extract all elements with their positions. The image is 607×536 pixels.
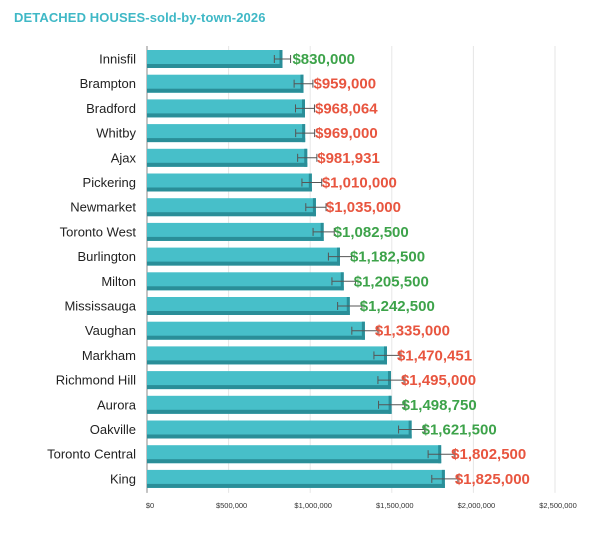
category-label: Oakville <box>90 422 136 437</box>
value-label: $1,182,500 <box>350 249 425 266</box>
x-tick-label: $500,000 <box>216 501 247 510</box>
value-label: $1,498,750 <box>402 397 477 414</box>
value-label: $1,495,000 <box>401 372 476 389</box>
value-label: $981,931 <box>317 150 380 167</box>
bar <box>147 222 324 241</box>
bar <box>147 198 316 217</box>
bar-shadow <box>147 88 304 93</box>
x-tick-label: $1,500,000 <box>376 501 414 510</box>
bar <box>147 321 365 340</box>
category-label: Markham <box>82 348 136 363</box>
bar-shadow <box>147 212 316 217</box>
bar-shadow <box>147 335 365 340</box>
category-label: Brampton <box>80 76 136 91</box>
value-label: $959,000 <box>314 76 377 93</box>
chart-title: DETACHED HOUSES-sold-by-town-2026 <box>14 10 266 25</box>
bar <box>147 445 442 464</box>
category-label: Newmarket <box>70 200 136 215</box>
bar-shadow <box>147 311 350 315</box>
category-label: Whitby <box>96 126 136 141</box>
bar-shadow <box>147 360 387 365</box>
category-label: Mississauga <box>64 299 136 314</box>
bar <box>147 124 306 143</box>
bar-shadow <box>147 434 412 439</box>
value-label: $969,000 <box>315 125 378 142</box>
x-tick-label: $2,000,000 <box>458 501 496 510</box>
bar-shadow <box>147 162 308 167</box>
category-label: Vaughan <box>85 323 136 338</box>
bar <box>147 346 387 365</box>
bar-shadow <box>147 385 391 390</box>
bar <box>147 371 391 390</box>
bar <box>147 297 350 315</box>
category-label: Toronto West <box>60 224 137 239</box>
category-label: Richmond Hill <box>56 373 136 388</box>
category-label: Burlington <box>77 249 136 264</box>
grid-layer <box>146 46 556 493</box>
bar <box>147 247 340 266</box>
category-label: Milton <box>101 274 136 289</box>
bar-shadow <box>147 459 442 464</box>
category-label: King <box>110 471 136 486</box>
bar-layer <box>147 50 459 488</box>
tick-layer: $0 $500,000 $1,000,000 $1,500,000 $2,000,000… <box>146 501 577 510</box>
category-label: Ajax <box>111 150 137 165</box>
bar <box>147 99 305 118</box>
category-label: Pickering <box>83 175 136 190</box>
bar <box>147 50 283 68</box>
bar-shadow <box>147 409 392 414</box>
bar-shadow <box>147 236 324 241</box>
value-label: $1,035,000 <box>326 199 401 216</box>
value-label: $1,010,000 <box>322 175 397 192</box>
bar <box>147 469 445 488</box>
value-label: $830,000 <box>292 51 355 68</box>
value-label: $1,242,500 <box>360 298 435 315</box>
bar <box>147 420 412 439</box>
bar-shadow <box>147 261 340 266</box>
bar-shadow <box>147 64 283 68</box>
value-label: $1,082,500 <box>334 224 409 241</box>
bar-shadow <box>147 138 306 143</box>
value-label: $968,064 <box>315 100 378 117</box>
x-tick-label: $0 <box>146 501 154 510</box>
value-label: $1,335,000 <box>375 323 450 340</box>
bar-shadow <box>147 113 305 118</box>
bar <box>147 148 308 167</box>
value-label: $1,825,000 <box>455 471 530 488</box>
label-layer: Innisfil $830,000 Brampton $959,000 Bradford… <box>47 51 530 488</box>
category-label: Bradford <box>86 101 136 116</box>
category-label: Toronto Central <box>47 447 136 462</box>
category-label: Innisfil <box>99 52 136 67</box>
value-label: $1,621,500 <box>422 422 497 439</box>
x-tick-label: $2,500,000 <box>539 501 577 510</box>
bar-shadow <box>147 187 312 192</box>
category-label: Aurora <box>97 397 137 412</box>
x-tick-label: $1,000,000 <box>294 501 332 510</box>
value-label: $1,802,500 <box>451 446 526 463</box>
value-label: $1,470,451 <box>397 347 472 364</box>
bar <box>147 173 312 192</box>
bar-shadow <box>147 483 445 488</box>
bar-shadow <box>147 286 344 291</box>
bar <box>147 272 344 291</box>
bar <box>147 395 392 414</box>
value-label: $1,205,500 <box>354 273 429 290</box>
bar <box>147 74 304 93</box>
